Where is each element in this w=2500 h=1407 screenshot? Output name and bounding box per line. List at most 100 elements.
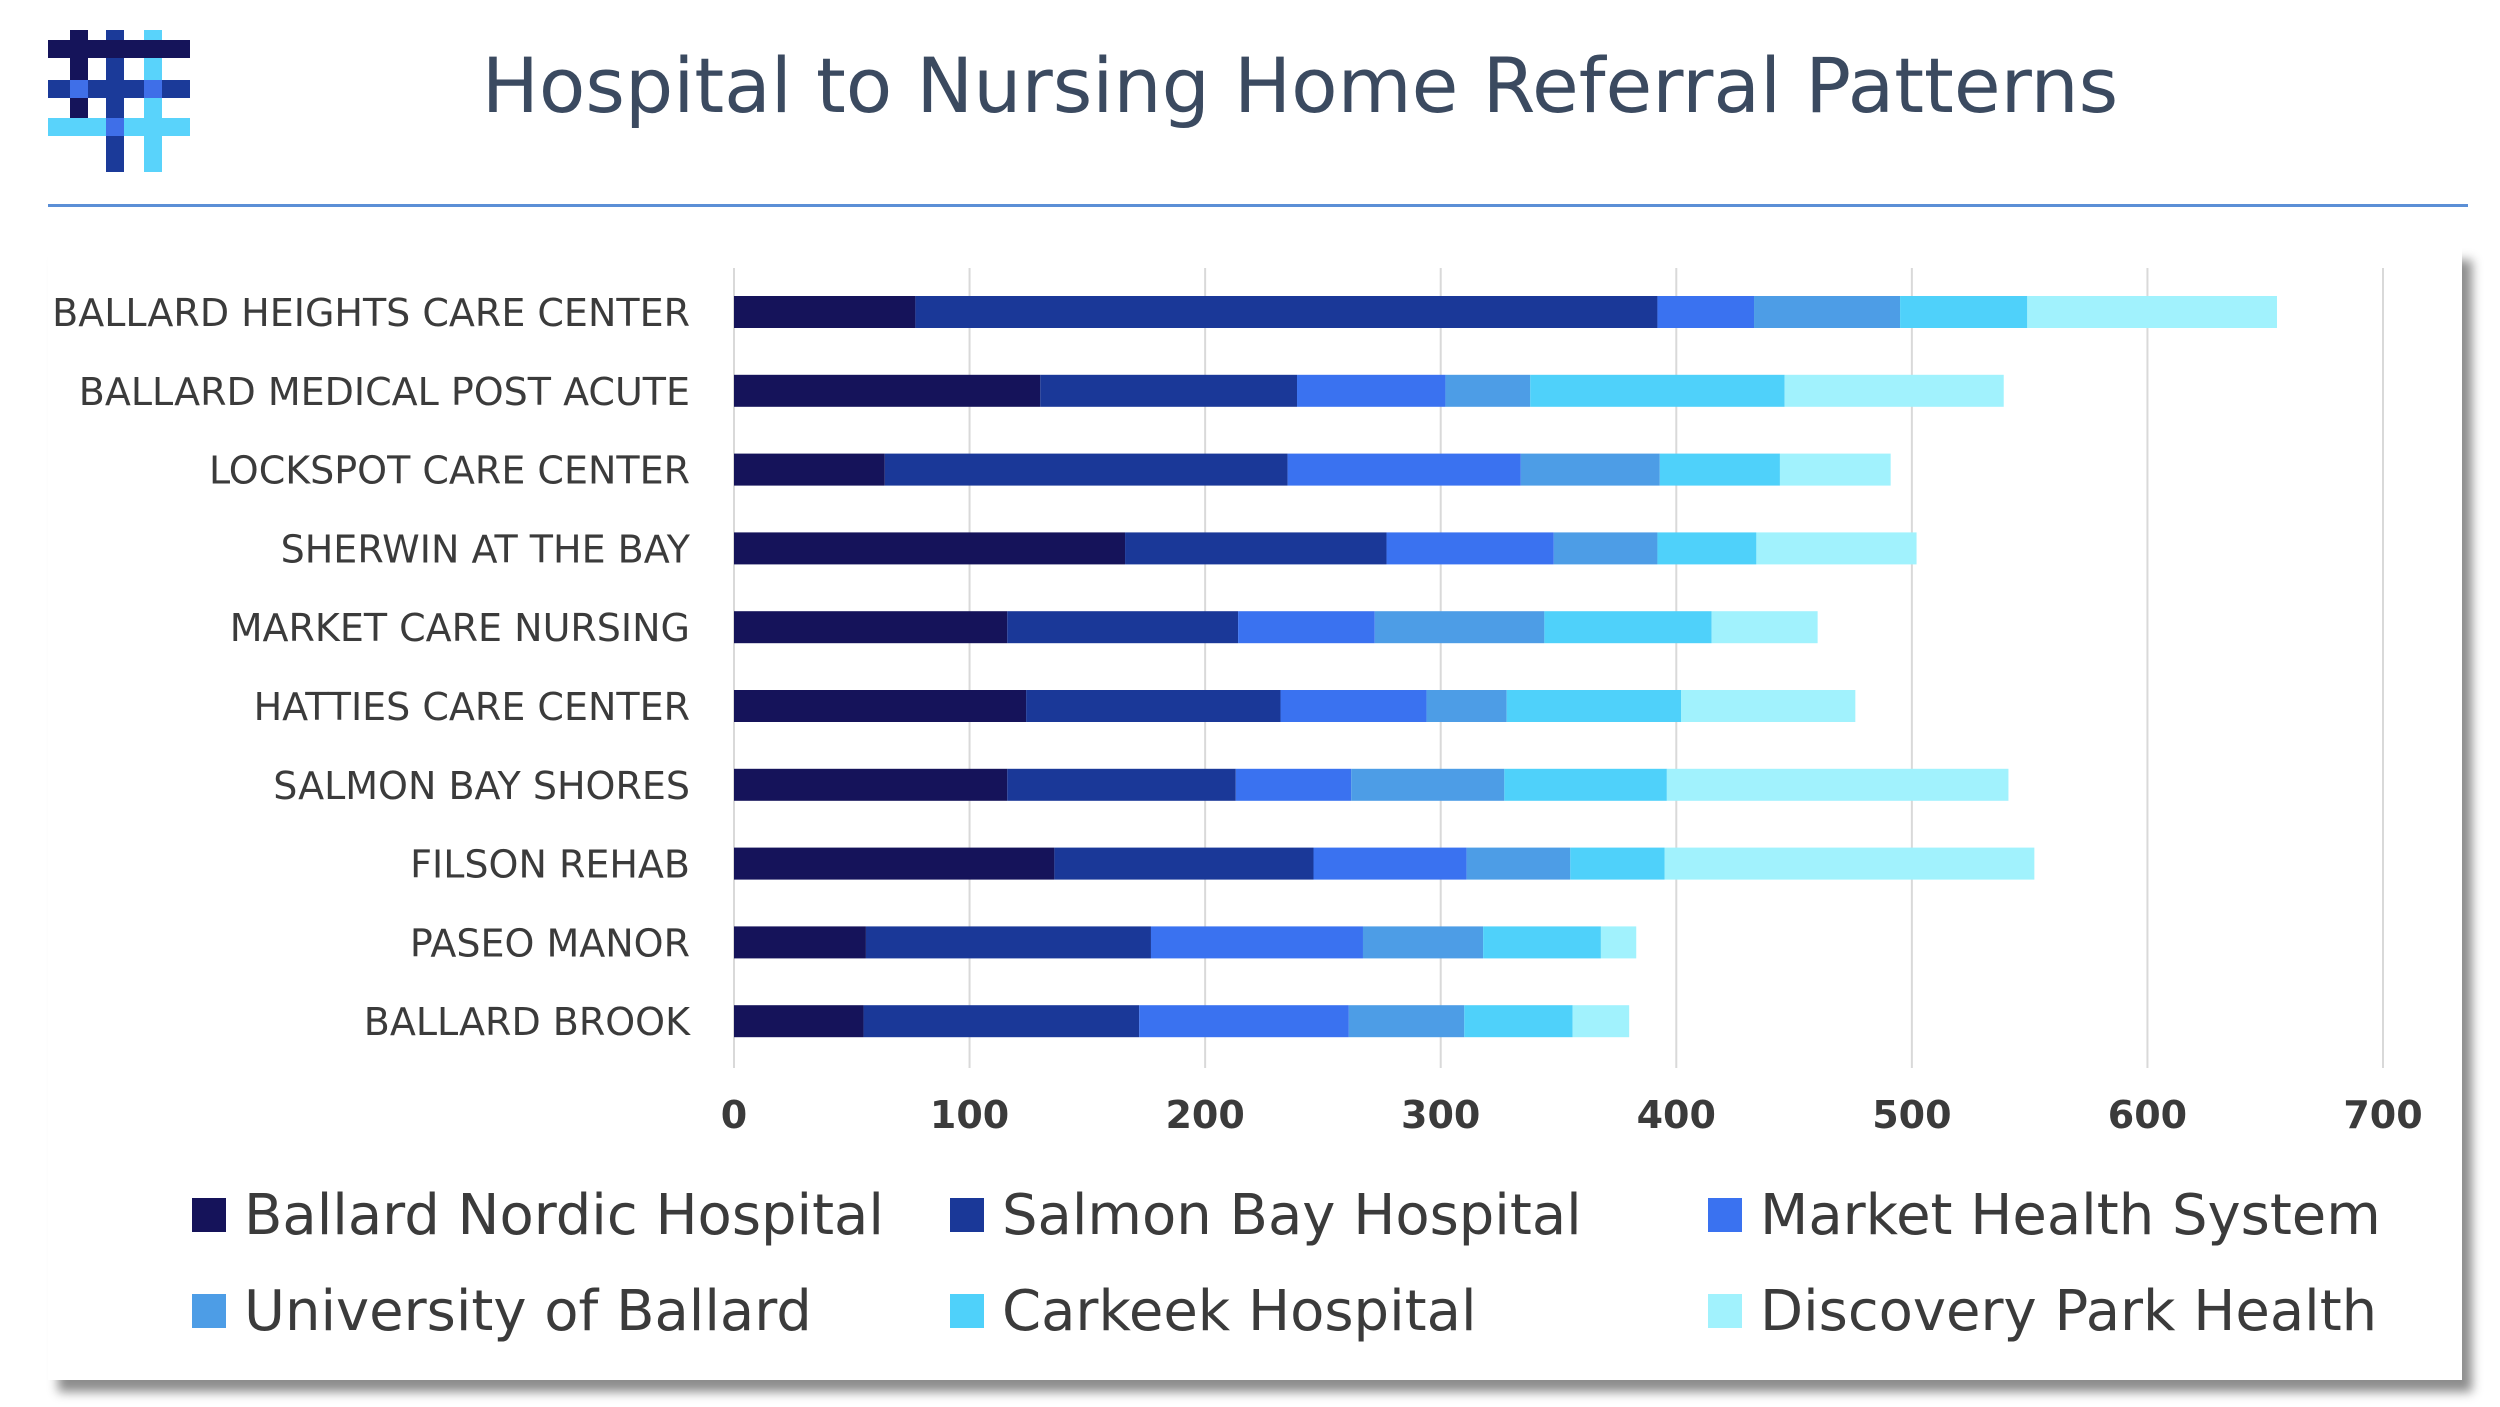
bar-segment <box>1386 532 1554 565</box>
x-tick-label: 500 <box>1872 1093 1951 1137</box>
bar-segment <box>1680 690 1856 722</box>
bar-segment <box>1506 690 1681 722</box>
bar-segment <box>1238 611 1375 644</box>
bar-segment <box>1139 1005 1349 1038</box>
bar-segment <box>734 532 1126 565</box>
bar-segment <box>734 926 866 959</box>
bar-segment <box>1754 296 1901 328</box>
bar-segment <box>1504 768 1667 801</box>
legend-swatch <box>950 1294 984 1328</box>
bar-segment <box>734 768 1008 801</box>
bar-segment <box>1570 847 1665 880</box>
x-tick-label: 100 <box>930 1093 1009 1137</box>
bar-segment <box>1007 768 1236 801</box>
category-label: BALLARD HEIGHTS CARE CENTER <box>52 291 690 335</box>
stacked-bar-chart: BALLARD HEIGHTS CARE CENTER BALLARD MEDIC… <box>52 268 2423 1137</box>
bar-segment <box>884 453 1288 486</box>
bar-segment <box>1464 1005 1573 1038</box>
bar-segment <box>1779 453 1891 486</box>
bar-segment <box>1287 453 1521 486</box>
bar-segment <box>915 296 1658 328</box>
bar-segment <box>1362 926 1484 959</box>
category-label: LOCKSPOT CARE CENTER <box>209 449 690 493</box>
bar-segment <box>734 611 1008 644</box>
logo-icon <box>48 30 190 172</box>
bar-segment <box>1426 690 1507 722</box>
title-divider <box>48 204 2468 207</box>
bar-segment <box>734 453 885 486</box>
x-tick-label: 300 <box>1401 1093 1480 1137</box>
bar-segment <box>734 690 1027 722</box>
bar-segment <box>1150 926 1363 959</box>
bar-segment <box>1040 374 1298 407</box>
category-label: SALMON BAY SHORES <box>273 764 690 808</box>
legend-item: Discovery Park Health <box>1708 1276 2377 1346</box>
category-label: PASEO MANOR <box>410 921 690 965</box>
bar-segment <box>1374 611 1545 644</box>
bar-segment <box>734 374 1041 407</box>
legend-label: Salmon Bay Hospital <box>1002 1182 1582 1248</box>
chart-panel: BALLARD HEIGHTS CARE CENTER BALLARD MEDIC… <box>48 248 2462 1380</box>
legend-item: Market Health System <box>1708 1180 2381 1250</box>
bar-segment <box>1125 532 1387 565</box>
bar-segment <box>1900 296 2028 328</box>
legend-item: University of Ballard <box>192 1276 812 1346</box>
x-tick-label: 0 <box>721 1093 747 1137</box>
legend-label: Discovery Park Health <box>1760 1278 2378 1344</box>
category-label: MARKET CARE NURSING <box>230 606 690 650</box>
bar-segment <box>734 1005 864 1038</box>
x-tick-label: 600 <box>2108 1093 2187 1137</box>
bar-segment <box>1530 374 1785 407</box>
bar-segment <box>734 296 916 328</box>
x-tick-label: 400 <box>1637 1093 1716 1137</box>
bar-segment <box>1483 926 1601 959</box>
bar-segment <box>865 926 1151 959</box>
category-label: BALLARD MEDICAL POST ACUTE <box>79 370 690 414</box>
bar-segment <box>1280 690 1427 722</box>
category-label: BALLARD BROOK <box>364 1000 691 1044</box>
legend-swatch <box>1708 1294 1742 1328</box>
bar-segment <box>1297 374 1446 407</box>
legend-label: University of Ballard <box>244 1278 812 1344</box>
x-tick-label: 700 <box>2343 1093 2422 1137</box>
legend-swatch <box>192 1198 226 1232</box>
bar-segment <box>863 1005 1140 1038</box>
legend-label: Ballard Nordic Hospital <box>244 1182 884 1248</box>
bar-segment <box>1553 532 1658 565</box>
bar-segment <box>1711 611 1818 644</box>
page-title: Hospital to Nursing Home Referral Patter… <box>481 41 2119 130</box>
bar-segment <box>1445 374 1531 407</box>
bar-segment <box>1544 611 1712 644</box>
bar-segment <box>734 847 1055 880</box>
bar-segment <box>1657 296 1755 328</box>
category-label: HATTIES CARE CENTER <box>254 685 690 729</box>
category-label: SHERWIN AT THE BAY <box>281 527 691 571</box>
legend-label: Carkeek Hospital <box>1002 1278 1477 1344</box>
legend-item: Salmon Bay Hospital <box>950 1180 1582 1250</box>
bar-segment <box>1235 768 1352 801</box>
bar-segment <box>1348 1005 1465 1038</box>
category-label: FILSON REHAB <box>410 843 690 887</box>
bar-segment <box>1666 768 2009 801</box>
bar-segment <box>1520 453 1660 486</box>
legend-item: Ballard Nordic Hospital <box>192 1180 884 1250</box>
legend-item: Carkeek Hospital <box>950 1276 1477 1346</box>
bar-segment <box>1657 532 1757 565</box>
x-tick-label: 200 <box>1165 1093 1244 1137</box>
bar-segment <box>1600 926 1637 959</box>
bar-segment <box>1664 847 2035 880</box>
legend-label: Market Health System <box>1760 1182 2381 1248</box>
bar-segment <box>1313 847 1467 880</box>
bar-segment <box>1756 532 1917 565</box>
bar-segment <box>1351 768 1505 801</box>
bar-segment <box>1026 690 1281 722</box>
bar-segment <box>1466 847 1571 880</box>
bar-segment <box>2027 296 2277 328</box>
bar-segment <box>1007 611 1239 644</box>
bar-segment <box>1784 374 2004 407</box>
legend-swatch <box>192 1294 226 1328</box>
legend-swatch <box>950 1198 984 1232</box>
bar-segment <box>1054 847 1314 880</box>
bar-segment <box>1659 453 1780 486</box>
